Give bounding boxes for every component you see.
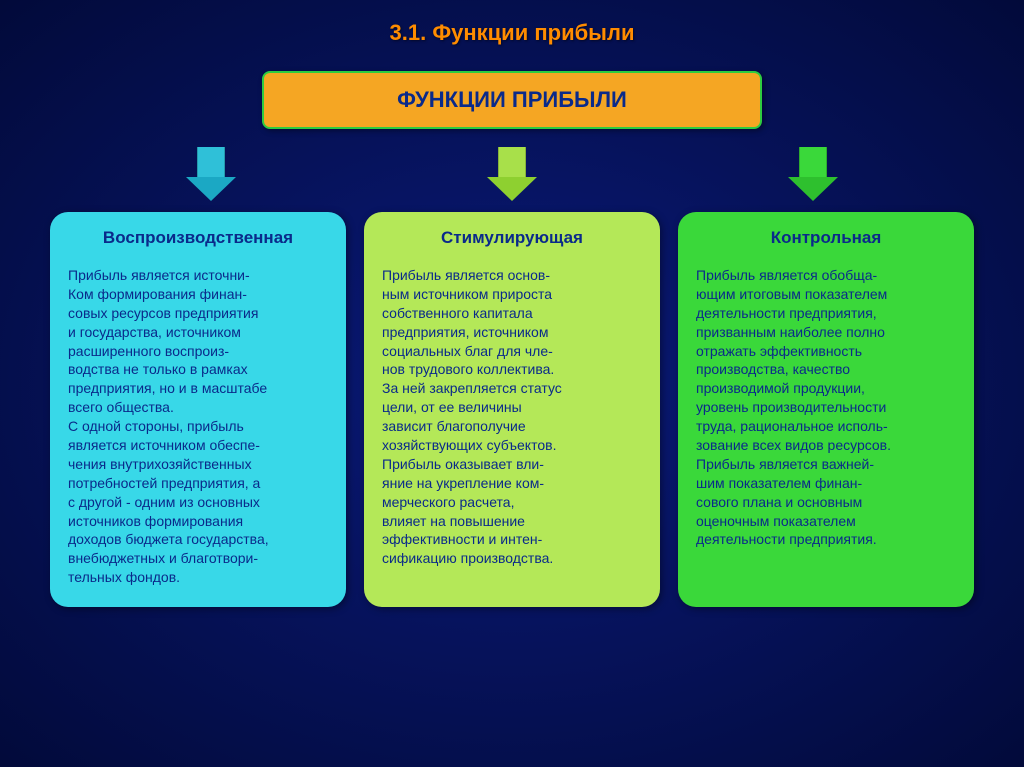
arrows-row (30, 147, 994, 202)
arrow-2 (487, 147, 537, 202)
column-body: Прибыль является источни- Ком формирован… (68, 266, 328, 587)
arrow-stem (799, 147, 827, 177)
column-2: Стимулирующая Прибыль является основ- ны… (364, 212, 660, 607)
column-1: Воспроизводственная Прибыль является ист… (50, 212, 346, 607)
slide: 3.1. Функции прибыли ФУНКЦИИ ПРИБЫЛИ Вос… (0, 0, 1024, 767)
column-title: Контрольная (696, 228, 956, 248)
column-title: Воспроизводственная (68, 228, 328, 248)
slide-title: 3.1. Функции прибыли (30, 20, 994, 46)
columns-row: Воспроизводственная Прибыль является ист… (30, 212, 994, 607)
column-body: Прибыль является основ- ным источником п… (382, 266, 642, 568)
arrow-head (186, 177, 236, 201)
arrow-head (487, 177, 537, 201)
arrow-head (788, 177, 838, 201)
arrow-1 (186, 147, 236, 202)
arrow-3 (788, 147, 838, 202)
arrow-stem (498, 147, 526, 177)
header-box: ФУНКЦИИ ПРИБЫЛИ (262, 71, 762, 129)
arrow-stem (197, 147, 225, 177)
column-3: Контрольная Прибыль является обобща- ющи… (678, 212, 974, 607)
column-title: Стимулирующая (382, 228, 642, 248)
column-body: Прибыль является обобща- ющим итоговым п… (696, 266, 956, 549)
